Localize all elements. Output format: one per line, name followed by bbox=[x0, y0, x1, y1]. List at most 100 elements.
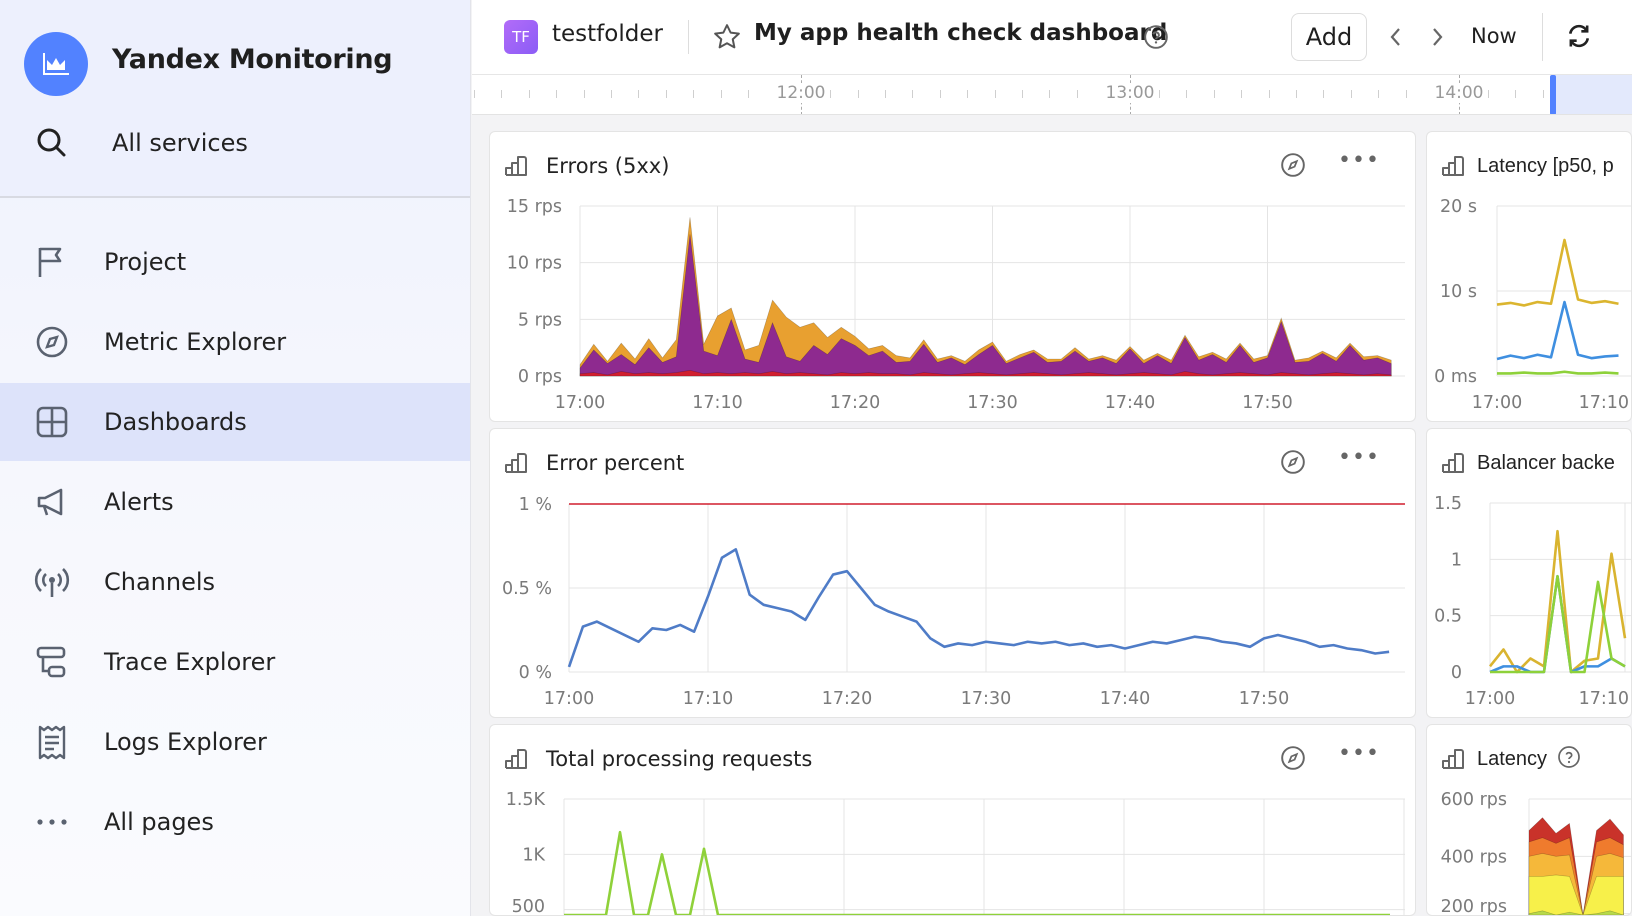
area-series bbox=[579, 234, 1392, 377]
chart-total-processing-requests: 500 1K 1.5K bbox=[506, 790, 1405, 915]
timeline-tick bbox=[857, 90, 859, 98]
sidebar-item-label: All pages bbox=[104, 808, 214, 836]
y-tick-label: 1 % bbox=[519, 495, 552, 515]
timeline-tick bbox=[1296, 90, 1297, 98]
x-tick-label: 17:00 bbox=[555, 393, 605, 413]
sidebar-item-logs-explorer[interactable]: Logs Explorer bbox=[0, 703, 470, 781]
sidebar-item-label: Channels bbox=[104, 568, 216, 596]
time-range-navigator[interactable]: 12:00 13:00 14:00 bbox=[472, 75, 1632, 115]
x-tick-label: 17:10 bbox=[683, 689, 733, 709]
timeline-tick bbox=[474, 90, 475, 98]
folder-badge[interactable]: TF bbox=[504, 20, 538, 54]
panel-title: Latency [p50, p bbox=[1477, 155, 1614, 177]
y-tick-label: 0 rps bbox=[518, 367, 562, 387]
sidebar-item-label: Metric Explorer bbox=[104, 328, 287, 356]
chart-panel-latency: Latency 200 rps 400 rps 600 rps bbox=[1426, 724, 1632, 916]
flag-icon bbox=[34, 244, 70, 280]
chart-icon bbox=[1442, 453, 1464, 473]
panel-title: Errors (5xx) bbox=[546, 154, 670, 178]
dashboard-title: My app health check dashboard bbox=[754, 20, 1168, 46]
more-menu-icon[interactable]: ••• bbox=[1338, 741, 1380, 766]
timeline-tick bbox=[1515, 90, 1517, 98]
chart-panel-error-percent: Error percent ••• 0 % 0.5 % 1 % 17:00 17:10 17… bbox=[489, 428, 1416, 718]
y-tick-label: 15 rps bbox=[507, 197, 562, 217]
sidebar-item-alerts[interactable]: Alerts bbox=[0, 463, 470, 541]
area-series bbox=[579, 370, 1392, 377]
timeline-tick bbox=[693, 90, 695, 98]
y-tick-label: 0 % bbox=[519, 663, 552, 683]
timeline-tick bbox=[830, 90, 832, 98]
chart-icon bbox=[1442, 749, 1464, 769]
compass-icon bbox=[34, 324, 70, 360]
folder-name[interactable]: testfolder bbox=[552, 21, 663, 47]
star-icon[interactable] bbox=[712, 22, 742, 52]
area-series bbox=[579, 217, 1392, 377]
x-tick-label: 17:00 bbox=[1465, 689, 1515, 709]
timeline-tick bbox=[1350, 90, 1352, 98]
timeline-tick bbox=[1241, 90, 1243, 98]
sidebar-item-label: Alerts bbox=[104, 488, 174, 516]
now-button[interactable]: Now bbox=[1471, 24, 1517, 48]
more-dots-icon bbox=[34, 804, 70, 840]
sidebar-item-metric-explorer[interactable]: Metric Explorer bbox=[0, 303, 470, 381]
app-logo[interactable] bbox=[24, 32, 88, 96]
line-series bbox=[1497, 370, 1619, 375]
y-tick-label: 400 rps bbox=[1441, 847, 1507, 867]
add-button[interactable]: Add bbox=[1291, 13, 1367, 61]
timeline-tick bbox=[885, 90, 886, 98]
timeline-tick bbox=[1049, 90, 1051, 98]
refresh-icon[interactable] bbox=[1565, 22, 1593, 50]
y-tick-label: 1.5K bbox=[506, 790, 546, 810]
chevron-right-icon[interactable] bbox=[1427, 25, 1447, 49]
area-series bbox=[1528, 874, 1624, 915]
y-tick-label: 20 s bbox=[1440, 197, 1477, 217]
sidebar-item-label: Project bbox=[104, 248, 187, 276]
timeline-tick bbox=[1022, 90, 1023, 98]
chart-panel-balancer-backe: Balancer backe 0 0.5 1 1.5 17:00 17:10 bbox=[1426, 428, 1632, 718]
timeline-tick bbox=[1159, 90, 1160, 98]
help-icon[interactable] bbox=[1557, 745, 1581, 769]
timeline-tick bbox=[912, 90, 914, 98]
range-handle[interactable] bbox=[1550, 75, 1556, 114]
timeline-tick bbox=[939, 90, 941, 98]
chart-icon bbox=[505, 453, 527, 473]
y-tick-label: 0.5 bbox=[1434, 607, 1462, 627]
trace-icon bbox=[34, 644, 70, 680]
timeline-tick bbox=[556, 90, 558, 98]
panel-title: Balancer backe bbox=[1477, 452, 1615, 474]
x-tick-label: 17:10 bbox=[1579, 393, 1629, 413]
timeline-tick bbox=[1323, 90, 1325, 98]
chart-icon bbox=[505, 749, 527, 769]
timeline-tick bbox=[1405, 90, 1407, 98]
all-services-button[interactable]: All services bbox=[0, 104, 470, 182]
sidebar-item-channels[interactable]: Channels bbox=[0, 543, 470, 621]
search-icon bbox=[34, 125, 70, 161]
chart-error-percent: 0 % 0.5 % 1 % 17:00 17:10 17:20 17:30 17:40 17:5… bbox=[502, 495, 1405, 709]
more-menu-icon[interactable]: ••• bbox=[1338, 148, 1380, 173]
selected-range[interactable] bbox=[1552, 75, 1632, 114]
metric-explorer-icon[interactable] bbox=[1280, 152, 1306, 178]
timeline-tick bbox=[528, 90, 530, 98]
sidebar-item-label: Trace Explorer bbox=[104, 648, 276, 676]
timeline-label: 14:00 bbox=[1432, 83, 1486, 103]
timeline-tick bbox=[1487, 90, 1489, 98]
y-tick-label: 10 rps bbox=[507, 254, 562, 274]
metric-explorer-icon[interactable] bbox=[1280, 745, 1306, 771]
chart-panel-total-processing-requests: Total processing requests ••• 500 1K 1.5K bbox=[489, 724, 1416, 916]
timeline-tick bbox=[1213, 90, 1215, 98]
chart-latency: 200 rps 400 rps 600 rps bbox=[1441, 790, 1631, 915]
sidebar-item-all-pages[interactable]: All pages bbox=[0, 783, 470, 861]
sidebar-item-dashboards[interactable]: Dashboards bbox=[0, 383, 470, 461]
sidebar-item-trace-explorer[interactable]: Trace Explorer bbox=[0, 623, 470, 701]
chevron-left-icon[interactable] bbox=[1386, 25, 1406, 49]
metric-explorer-icon[interactable] bbox=[1280, 449, 1306, 475]
line-series bbox=[1496, 300, 1619, 361]
app-title: Yandex Monitoring bbox=[112, 44, 393, 75]
help-icon[interactable] bbox=[1143, 24, 1169, 50]
sidebar-item-project[interactable]: Project bbox=[0, 223, 470, 301]
timeline-tick bbox=[611, 90, 612, 98]
x-tick-label: 17:40 bbox=[1100, 689, 1150, 709]
timeline-tick bbox=[1378, 90, 1380, 98]
timeline-tick bbox=[665, 90, 667, 98]
more-menu-icon[interactable]: ••• bbox=[1338, 445, 1380, 470]
